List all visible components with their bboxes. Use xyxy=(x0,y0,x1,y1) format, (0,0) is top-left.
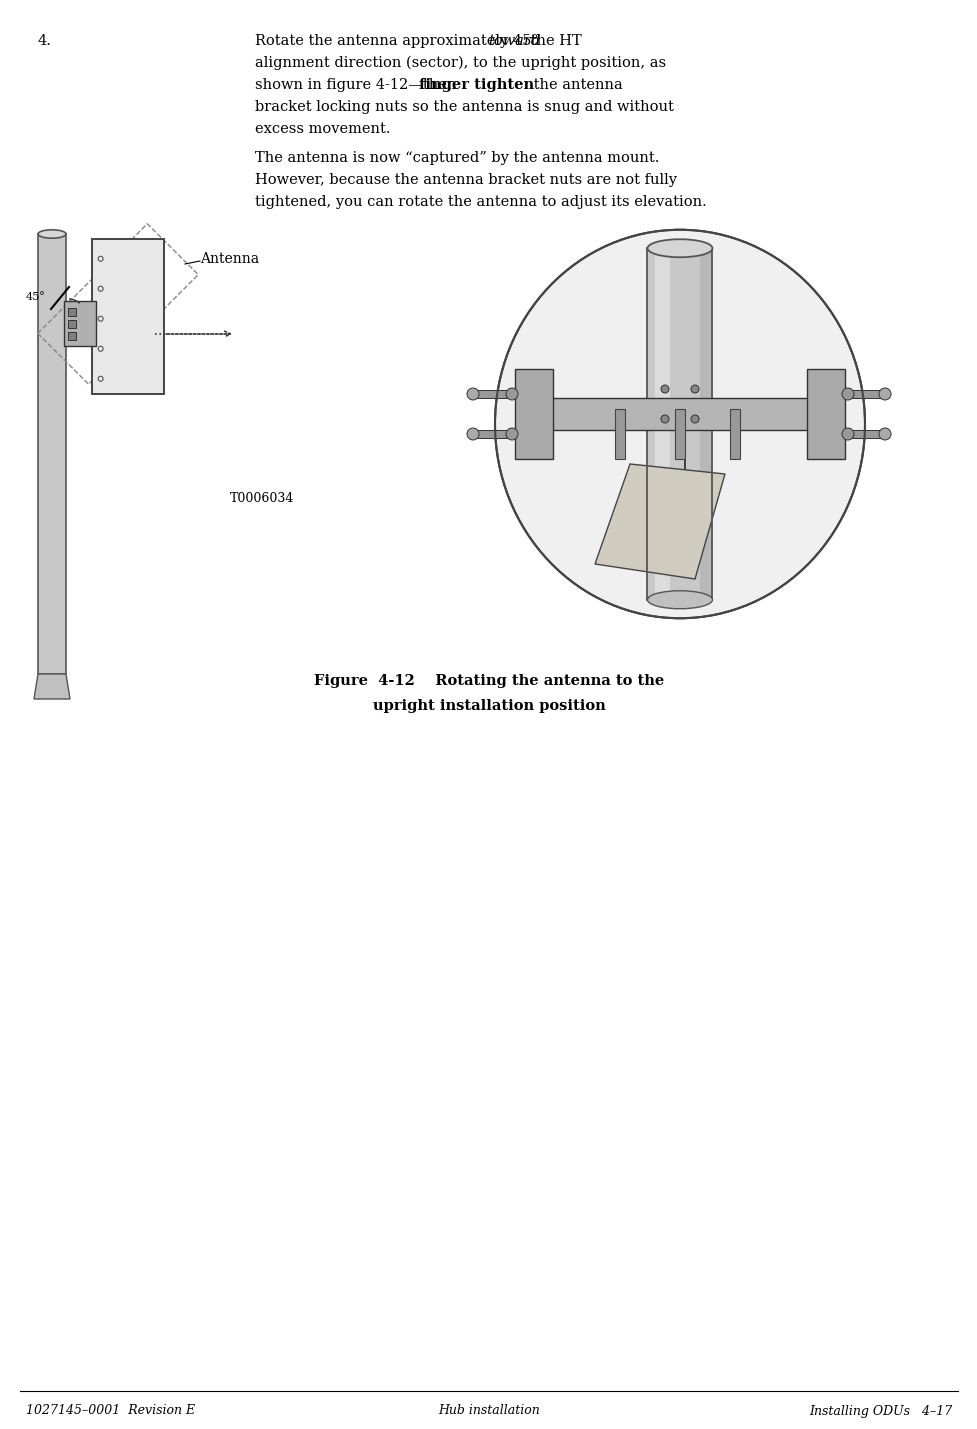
Bar xyxy=(68,332,76,340)
Text: the antenna: the antenna xyxy=(529,79,622,91)
Circle shape xyxy=(660,414,668,423)
Bar xyxy=(64,302,96,346)
Bar xyxy=(700,249,712,600)
Bar xyxy=(806,369,844,459)
Ellipse shape xyxy=(38,230,65,239)
Bar xyxy=(844,390,882,399)
Ellipse shape xyxy=(647,590,712,609)
Circle shape xyxy=(467,429,479,440)
Bar xyxy=(38,234,65,674)
Circle shape xyxy=(878,429,890,440)
Text: finger tighten: finger tighten xyxy=(418,79,533,91)
Bar xyxy=(615,409,624,459)
Bar xyxy=(475,390,513,399)
Text: Figure  4-12    Rotating the antenna to the: Figure 4-12 Rotating the antenna to the xyxy=(314,674,663,687)
Bar xyxy=(68,320,76,329)
Text: However, because the antenna bracket nuts are not fully: However, because the antenna bracket nut… xyxy=(255,173,676,187)
Bar xyxy=(729,409,740,459)
Bar xyxy=(549,399,809,430)
Bar xyxy=(674,409,684,459)
Text: shown in figure 4-12—then: shown in figure 4-12—then xyxy=(255,79,460,91)
Text: 4.: 4. xyxy=(38,34,52,49)
Text: alignment direction (sector), to the upright position, as: alignment direction (sector), to the upr… xyxy=(255,56,665,70)
Bar xyxy=(92,239,164,394)
Text: toward: toward xyxy=(488,34,540,49)
Text: Hub installation: Hub installation xyxy=(438,1405,539,1418)
Text: bracket locking nuts so the antenna is snug and without: bracket locking nuts so the antenna is s… xyxy=(255,100,673,114)
Text: the HT: the HT xyxy=(526,34,581,49)
Text: The antenna is now “captured” by the antenna mount.: The antenna is now “captured” by the ant… xyxy=(255,150,658,164)
Text: upright installation position: upright installation position xyxy=(372,699,605,713)
Text: Rotate the antenna approximately 45°: Rotate the antenna approximately 45° xyxy=(255,34,542,49)
Bar xyxy=(68,309,76,316)
Circle shape xyxy=(505,389,518,400)
Polygon shape xyxy=(594,464,724,579)
Text: T0006034: T0006034 xyxy=(230,493,294,506)
Text: 45°: 45° xyxy=(25,292,45,302)
Circle shape xyxy=(841,429,853,440)
Circle shape xyxy=(878,389,890,400)
Text: Installing ODUs   4–17: Installing ODUs 4–17 xyxy=(808,1405,951,1418)
Text: excess movement.: excess movement. xyxy=(255,121,390,136)
Bar xyxy=(647,249,712,600)
Text: tightened, you can rotate the antenna to adjust its elevation.: tightened, you can rotate the antenna to… xyxy=(255,194,706,209)
Bar xyxy=(515,369,552,459)
Circle shape xyxy=(505,429,518,440)
Circle shape xyxy=(691,414,699,423)
Polygon shape xyxy=(34,674,70,699)
Ellipse shape xyxy=(647,239,712,257)
Bar xyxy=(475,430,513,439)
Circle shape xyxy=(660,384,668,393)
Bar xyxy=(655,249,670,600)
Bar xyxy=(647,249,712,600)
Circle shape xyxy=(691,384,699,393)
Circle shape xyxy=(467,389,479,400)
Bar xyxy=(844,430,882,439)
Text: 1027145–0001  Revision E: 1027145–0001 Revision E xyxy=(26,1405,195,1418)
Circle shape xyxy=(841,389,853,400)
Ellipse shape xyxy=(494,230,864,619)
Text: Antenna: Antenna xyxy=(199,252,259,266)
